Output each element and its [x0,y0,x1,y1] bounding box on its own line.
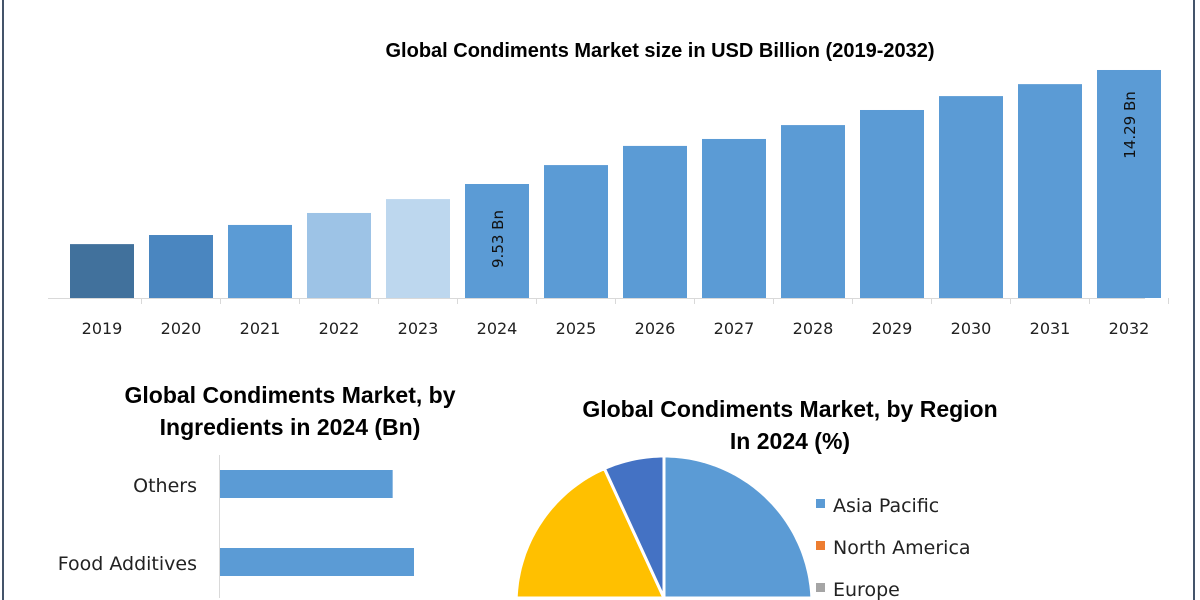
data-label-2024: 9.53 Bn [489,210,507,268]
bar-2026 [623,145,687,298]
x-tick-label-2026: 2026 [635,319,676,338]
legend-label-europe: Europe [833,579,900,600]
x-tick-label-2021: 2021 [240,319,281,338]
bar-2024 [465,183,529,298]
x-tick-label-2029: 2029 [872,319,913,338]
bar-2022 [307,212,371,298]
main-chart-title: Global Condiments Market size in USD Bil… [385,40,935,62]
hbar-others [220,470,393,498]
x-tick-label-2027: 2027 [714,319,755,338]
x-tick-label-2020: 2020 [161,319,202,338]
category-label: Food Additives [58,553,197,575]
x-tick-label-2032: 2032 [1109,319,1150,338]
category-label: Others [133,475,197,497]
pie-slice-4 [602,454,666,600]
bar-2029 [860,109,924,299]
bar-2019 [70,244,134,298]
x-tick-label-2019: 2019 [82,319,123,338]
x-tick-label-2030: 2030 [951,319,992,338]
legend-swatch-europe [816,583,825,592]
hbar-food-additives [220,548,414,576]
bar-2032 [1097,69,1161,298]
legend-label-north-america: North America [833,537,971,559]
ingredients-chart-title-line1: Global Condiments Market, by [124,382,456,408]
x-tick-label-2022: 2022 [319,319,360,338]
pie-slice-3 [514,467,666,600]
x-tick-label-2025: 2025 [556,319,597,338]
bar-2030 [939,96,1003,298]
bar-2020 [149,235,213,298]
region-chart-title-line1: Global Condiments Market, by Region [582,396,998,422]
x-tick-label-2031: 2031 [1030,319,1071,338]
bar-2023 [386,199,450,298]
bar-2025 [544,165,608,298]
bar-2031 [1018,84,1082,299]
bar-2021 [228,224,292,298]
legend-swatch-north-america [816,541,825,550]
region-chart-title-line2: In 2024 (%) [729,428,851,454]
ingredients-chart-title-line2: Ingredients in 2024 (Bn) [159,414,421,440]
bar-2028 [781,125,845,299]
legend-label-asia-pacific: Asia Pacific [833,495,939,517]
x-tick-label-2023: 2023 [398,319,439,338]
legend-swatch-asia-pacific [816,499,825,508]
data-label-2032: 14.29 Bn [1121,91,1139,159]
pie-slice-asia-pacific [662,454,814,600]
x-tick-label-2024: 2024 [477,319,518,338]
bar-2027 [702,138,766,298]
x-tick-label-2028: 2028 [793,319,834,338]
